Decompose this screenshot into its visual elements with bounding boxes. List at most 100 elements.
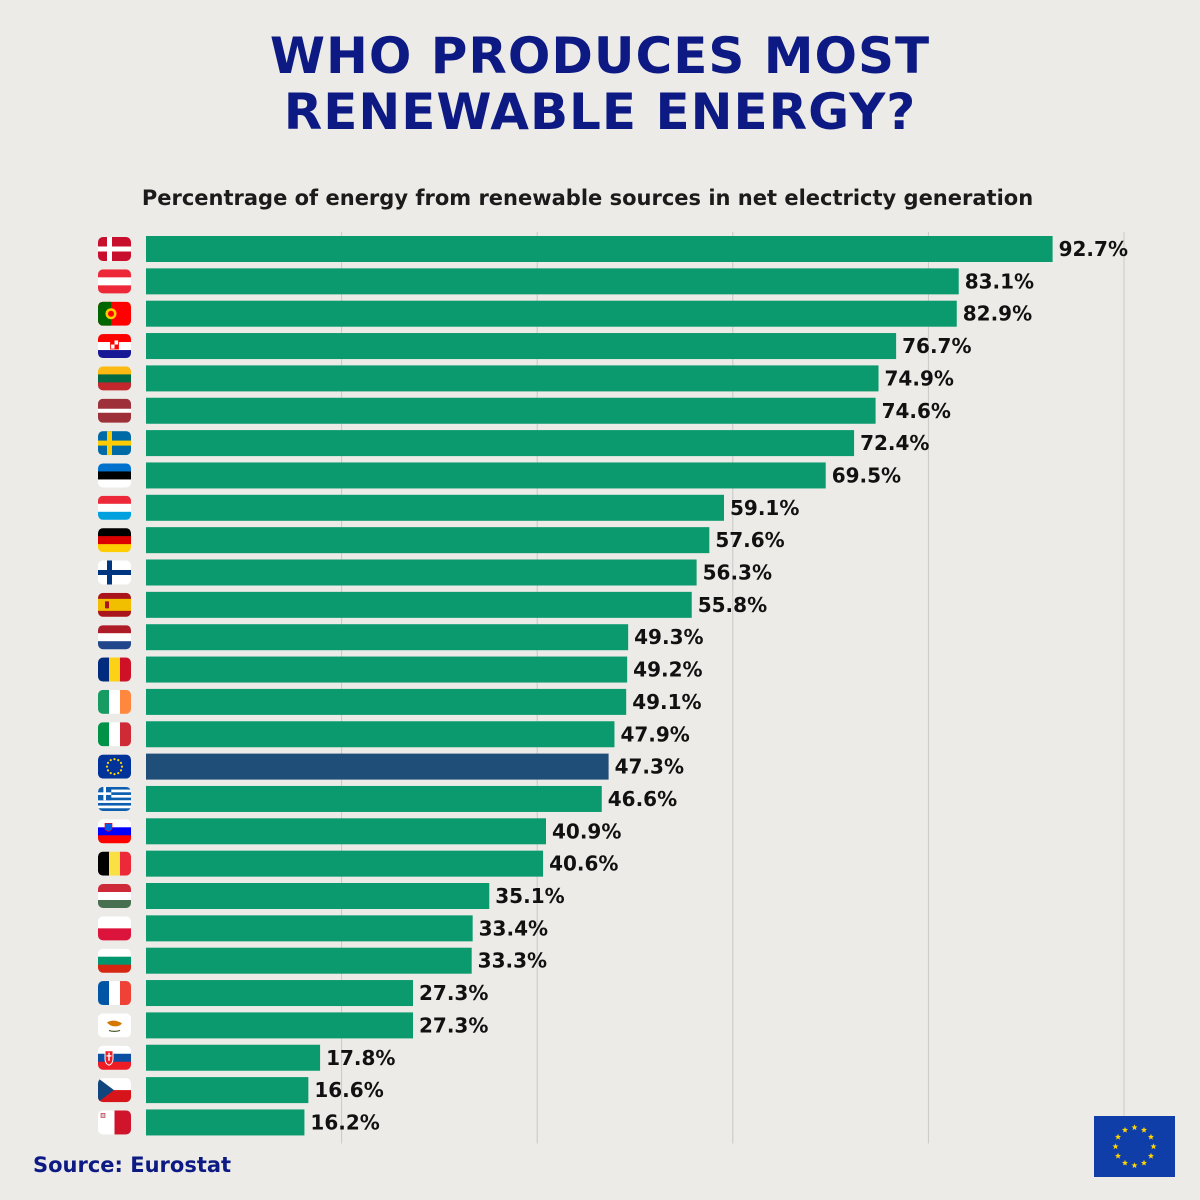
value-label: 59.1% xyxy=(730,496,799,520)
value-label: 35.1% xyxy=(495,884,564,908)
bar xyxy=(146,1109,305,1136)
czechia-flag xyxy=(98,1078,131,1103)
bar xyxy=(146,818,547,845)
value-label: 56.3% xyxy=(703,561,772,585)
value-label: 49.1% xyxy=(632,690,701,714)
slovenia-flag xyxy=(98,819,131,844)
value-label: 49.2% xyxy=(633,658,702,682)
bar xyxy=(146,462,826,489)
denmark-flag xyxy=(98,237,131,261)
bar xyxy=(146,430,855,457)
bar xyxy=(146,721,615,748)
flags xyxy=(98,237,131,1135)
bar xyxy=(146,527,710,554)
value-label: 76.7% xyxy=(902,334,971,358)
poland-flag xyxy=(98,916,131,941)
bulgaria-flag xyxy=(98,948,131,973)
eu-logo-stars xyxy=(1112,1124,1157,1169)
star-icon xyxy=(1112,1143,1119,1150)
bar xyxy=(146,1012,413,1039)
bar xyxy=(146,915,473,942)
luxembourg-flag xyxy=(98,495,131,520)
croatia-flag xyxy=(98,334,131,359)
bar xyxy=(146,559,697,586)
value-label: 17.8% xyxy=(326,1046,395,1070)
value-label: 16.2% xyxy=(310,1110,379,1134)
star-icon xyxy=(1147,1133,1154,1140)
value-label: 40.9% xyxy=(552,819,621,843)
source-note: Source: Eurostat xyxy=(33,1153,232,1177)
value-label: 72.4% xyxy=(860,431,929,455)
hungary-flag xyxy=(98,884,131,908)
italy-flag xyxy=(98,722,131,747)
value-label: 40.6% xyxy=(549,852,618,876)
chart-subtitle: Percentrage of energy from renewable sou… xyxy=(141,186,1034,210)
france-flag xyxy=(98,981,131,1006)
bar xyxy=(146,300,957,327)
value-label: 83.1% xyxy=(965,269,1034,293)
malta-flag xyxy=(98,1110,131,1135)
latvia-flag xyxy=(98,398,131,423)
bar xyxy=(146,1044,321,1071)
bar xyxy=(146,980,413,1007)
star-icon xyxy=(1131,1124,1138,1131)
bar xyxy=(146,883,490,909)
cyprus-flag xyxy=(98,1013,131,1038)
page-title: WHO PRODUCES MOST RENEWABLE ENERGY? xyxy=(0,28,1200,140)
finland-flag xyxy=(98,560,131,585)
title-line-2: RENEWABLE ENERGY? xyxy=(283,83,917,141)
value-label: 27.3% xyxy=(419,981,488,1005)
value-label: 27.3% xyxy=(419,1013,488,1037)
bar xyxy=(146,850,544,877)
star-icon xyxy=(1131,1162,1138,1169)
star-icon xyxy=(1140,1126,1148,1133)
value-label: 46.6% xyxy=(608,787,677,811)
netherlands-flag xyxy=(98,625,131,650)
value-label: 69.5% xyxy=(832,463,901,487)
bar xyxy=(146,236,1053,262)
slovakia-flag xyxy=(98,1045,131,1070)
value-label: 82.9% xyxy=(963,302,1032,326)
romania-flag xyxy=(98,657,131,682)
value-label: 16.6% xyxy=(314,1078,383,1102)
value-label: 47.3% xyxy=(615,755,684,779)
value-label: 33.3% xyxy=(478,949,547,973)
belgium-flag xyxy=(98,851,131,876)
bar xyxy=(146,656,628,683)
bar xyxy=(146,1077,309,1104)
star-icon xyxy=(1121,1126,1129,1133)
value-label: 92.7% xyxy=(1059,237,1128,261)
bar xyxy=(146,688,627,715)
germany-flag xyxy=(98,528,131,553)
bar xyxy=(146,333,897,360)
spain-flag xyxy=(98,592,131,617)
value-label: 47.9% xyxy=(620,722,689,746)
value-label: 74.6% xyxy=(882,399,951,423)
eu-average-bar xyxy=(146,753,609,780)
star-icon xyxy=(1140,1159,1148,1166)
eu-flag xyxy=(98,754,131,779)
eu-logo xyxy=(1094,1116,1175,1177)
value-labels: 92.7% 83.1% 82.9% 76.7% 74.9% 74.6% 72.4% 69.5%… xyxy=(310,237,1128,1134)
title-line-1: WHO PRODUCES MOST xyxy=(269,27,931,85)
greece-flag xyxy=(98,786,131,811)
bar xyxy=(146,365,879,392)
value-label: 57.6% xyxy=(715,528,784,552)
bar xyxy=(146,494,724,521)
value-label: 49.3% xyxy=(634,625,703,649)
bar xyxy=(146,268,959,295)
value-label: 55.8% xyxy=(698,593,767,617)
value-label: 33.4% xyxy=(479,916,548,940)
bars xyxy=(146,236,1053,1136)
bar xyxy=(146,624,629,651)
star-icon xyxy=(1115,1152,1122,1159)
bar xyxy=(146,397,876,424)
estonia-flag xyxy=(98,463,131,488)
sweden-flag xyxy=(98,431,131,456)
star-icon xyxy=(1115,1133,1122,1140)
austria-flag xyxy=(98,269,131,294)
bar xyxy=(146,947,472,974)
star-icon xyxy=(1147,1152,1154,1159)
star-icon xyxy=(1121,1159,1129,1166)
